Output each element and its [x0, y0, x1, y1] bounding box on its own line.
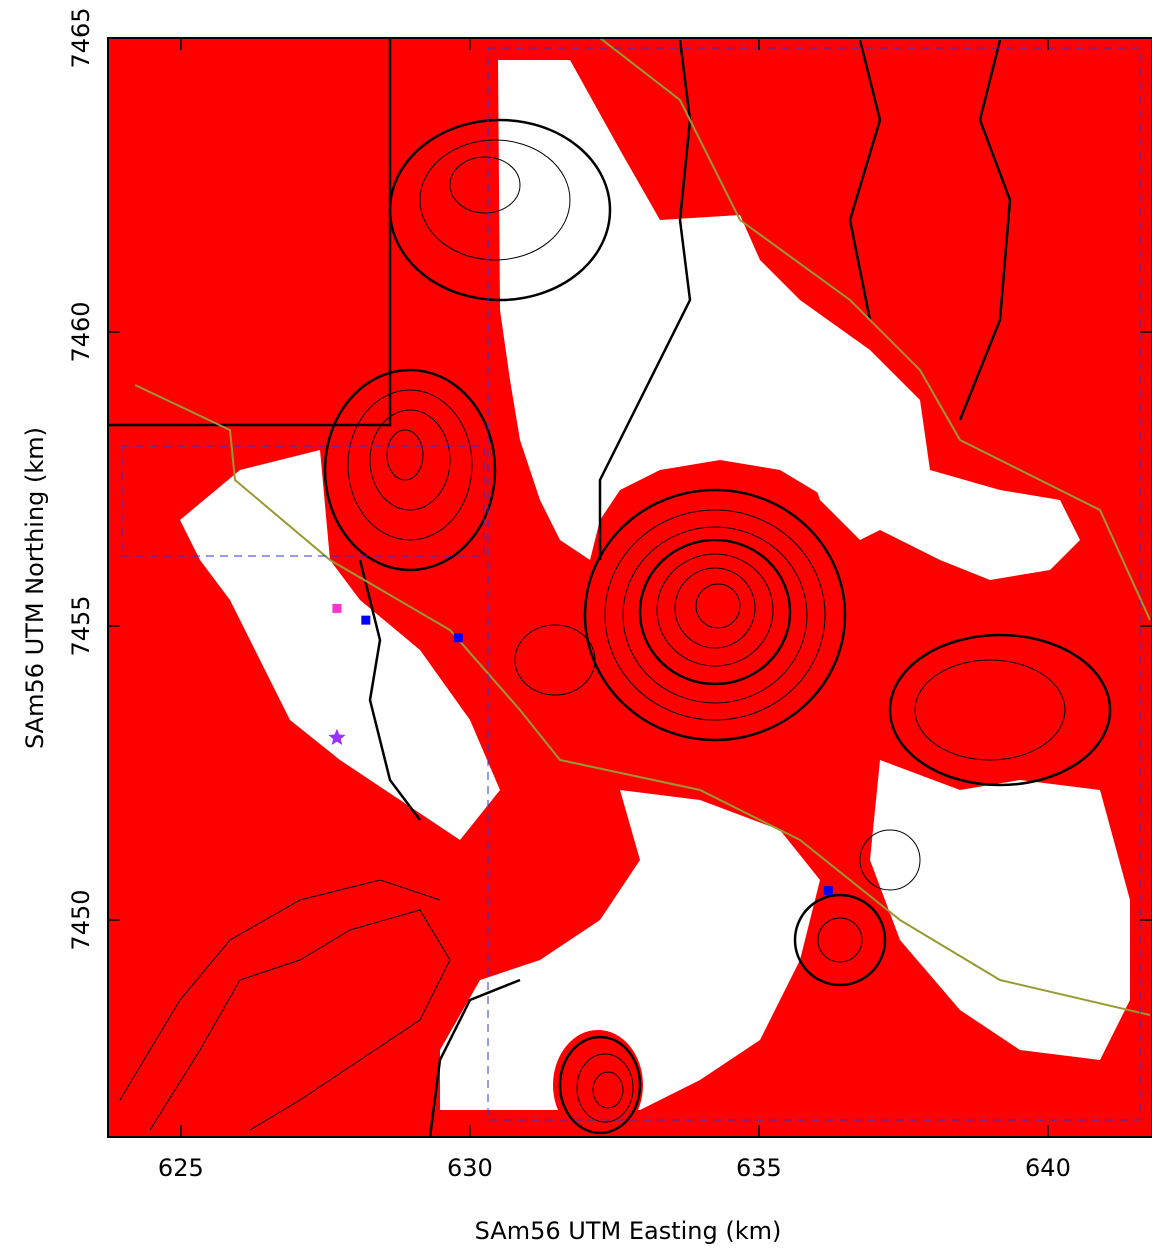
x-axis-label: SAm56 UTM Easting (km): [475, 1217, 782, 1245]
marker-square: [454, 633, 463, 642]
x-tick-label: 625: [158, 1154, 204, 1182]
y-tick-label: 7450: [67, 889, 95, 950]
y-tick-label: 7455: [67, 595, 95, 656]
y-tick-label: 7460: [67, 301, 95, 362]
marker-square: [332, 604, 341, 613]
marker-square: [824, 886, 833, 895]
y-axis-label: SAm56 UTM Northing (km): [21, 427, 49, 749]
terrain: [108, 38, 1152, 1140]
x-tick-label: 635: [736, 1154, 782, 1182]
x-tick-label: 640: [1025, 1154, 1071, 1182]
y-tick-label: 7465: [67, 7, 95, 68]
map-figure: 625 630 635 640 7450 7455 7460 7465 SAm56 UTM E…: [0, 0, 1152, 1254]
x-tick-label: 630: [447, 1154, 493, 1182]
marker-square: [361, 616, 370, 625]
